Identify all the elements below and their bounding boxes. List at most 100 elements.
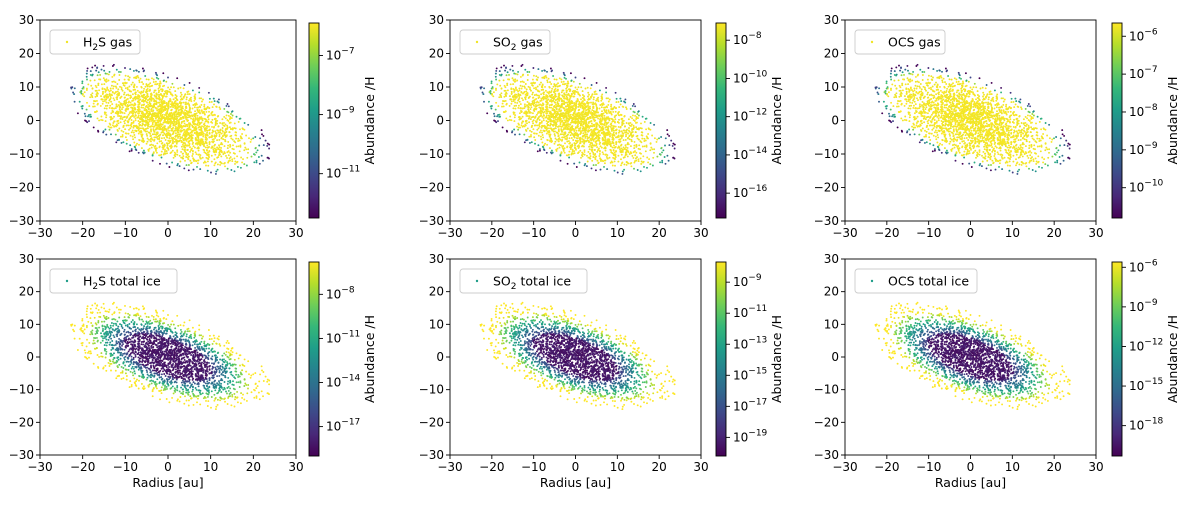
scatter-point <box>129 68 132 71</box>
scatter-point <box>226 103 229 105</box>
scatter-point <box>122 102 125 105</box>
scatter-point <box>227 120 230 122</box>
scatter-point <box>85 72 88 75</box>
scatter-point <box>155 133 158 136</box>
scatter-point <box>571 150 574 153</box>
scatter-point <box>181 107 184 110</box>
scatter-point <box>580 86 583 89</box>
scatter-point <box>223 115 226 118</box>
scatter-point <box>255 151 258 154</box>
scatter-point <box>142 83 145 85</box>
scatter-point <box>191 89 194 92</box>
scatter-point <box>123 100 126 103</box>
y-tick-label: 0 <box>26 114 34 128</box>
scatter-point <box>576 126 579 129</box>
scatter-point <box>620 130 623 133</box>
scatter-point <box>554 140 557 143</box>
scatter-point <box>196 165 198 168</box>
scatter-point <box>131 93 134 96</box>
scatter-point <box>546 81 549 84</box>
scatter-point <box>619 97 622 100</box>
scatter-point <box>179 101 181 103</box>
scatter-point <box>128 104 131 107</box>
scatter-point <box>496 83 499 86</box>
scatter-point <box>140 104 143 107</box>
scatter-point <box>546 139 549 142</box>
scatter-point <box>562 89 565 92</box>
scatter-point <box>606 144 609 147</box>
scatter-point <box>503 95 506 98</box>
scatter-point <box>627 162 630 165</box>
scatter-point <box>200 129 203 132</box>
scatter-point <box>148 138 150 141</box>
scatter-point <box>215 170 218 173</box>
scatter-point <box>245 134 248 137</box>
scatter-point <box>590 139 593 142</box>
scatter-point <box>160 137 163 140</box>
scatter-point <box>213 164 216 167</box>
scatter-point <box>206 106 209 108</box>
scatter-point <box>211 106 214 109</box>
scatter-point <box>156 142 159 145</box>
scatter-point <box>180 101 183 104</box>
scatter-point <box>189 122 192 125</box>
scatter-point <box>229 145 231 148</box>
scatter-point <box>592 101 595 104</box>
scatter-point <box>208 136 211 139</box>
scatter-point <box>649 122 652 124</box>
scatter-point <box>519 84 522 87</box>
scatter-point <box>222 138 225 141</box>
scatter-point <box>115 68 118 71</box>
scatter-point <box>521 115 524 118</box>
scatter-point <box>150 113 153 116</box>
scatter-point <box>140 147 143 150</box>
scatter-point <box>158 108 161 111</box>
scatter-point <box>542 114 545 117</box>
scatter-point <box>659 161 662 164</box>
scatter-point <box>261 133 263 136</box>
scatter-point <box>572 117 575 119</box>
scatter-point <box>144 124 147 127</box>
scatter-point <box>140 135 143 138</box>
scatter-point <box>202 98 204 101</box>
scatter-point <box>199 157 202 160</box>
scatter-point <box>219 163 222 166</box>
scatter-point <box>562 149 565 152</box>
scatter-point <box>557 130 560 133</box>
scatter-point <box>509 83 512 86</box>
scatter-point <box>550 106 553 109</box>
scatter-point <box>151 77 153 80</box>
scatter-point <box>506 82 509 85</box>
scatter-point <box>117 114 119 117</box>
scatter-point <box>122 126 125 129</box>
scatter-point <box>535 75 538 78</box>
scatter-point <box>546 124 549 127</box>
scatter-point <box>537 94 540 97</box>
scatter-point <box>590 167 593 170</box>
scatter-point <box>195 102 198 105</box>
scatter-point <box>174 90 177 93</box>
scatter-point <box>613 169 616 172</box>
scatter-point <box>159 120 162 123</box>
scatter-point <box>260 154 263 157</box>
scatter-point <box>590 84 593 86</box>
scatter-point <box>637 117 639 120</box>
scatter-point <box>90 93 93 96</box>
y-tick-label: −10 <box>9 147 34 161</box>
scatter-point <box>154 71 157 74</box>
scatter-point <box>208 156 211 159</box>
scatter-point <box>608 156 611 159</box>
scatter-point <box>247 123 250 126</box>
scatter-point <box>605 105 608 108</box>
scatter-point <box>210 100 213 103</box>
scatter-point <box>494 75 497 78</box>
scatter-point <box>194 93 197 96</box>
scatter-point <box>86 121 89 124</box>
scatter-point <box>117 88 120 91</box>
scatter-point <box>207 118 210 121</box>
scatter-point <box>597 117 600 120</box>
x-tick-label: −20 <box>70 226 95 240</box>
scatter-point <box>557 140 560 143</box>
scatter-point <box>490 80 493 83</box>
scatter-point <box>111 80 114 83</box>
